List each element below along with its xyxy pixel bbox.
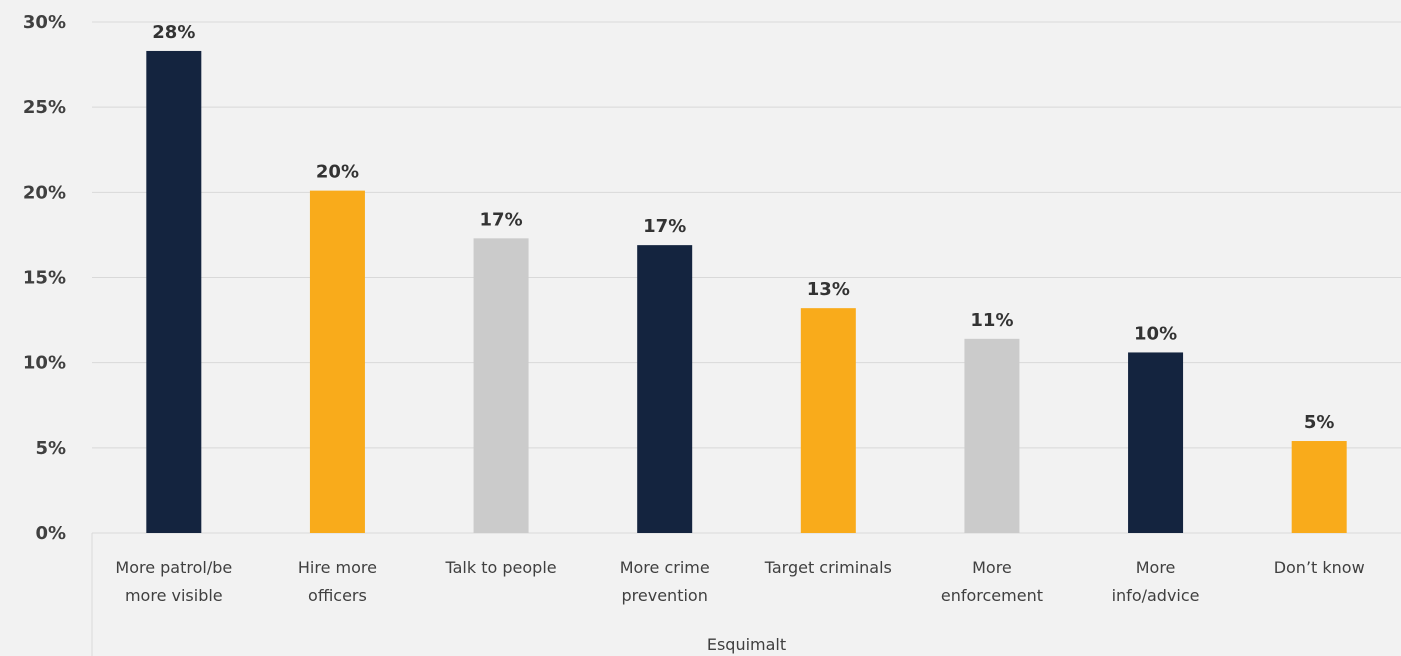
bar <box>473 238 529 533</box>
bar <box>800 308 856 533</box>
y-tick-label: 10% <box>23 353 66 374</box>
category-label: more visible <box>125 586 223 605</box>
data-label: 10% <box>1134 323 1177 344</box>
y-tick-label: 20% <box>23 182 66 203</box>
data-label: 17% <box>480 209 523 230</box>
bar <box>309 190 365 533</box>
category-label: prevention <box>622 586 708 605</box>
group-label: Esquimalt <box>707 635 786 654</box>
data-label: 17% <box>643 216 686 237</box>
data-label: 11% <box>970 310 1013 331</box>
category-label: More <box>972 558 1012 577</box>
category-label: enforcement <box>941 586 1043 605</box>
category-label: More <box>1136 558 1176 577</box>
y-tick-label: 15% <box>23 268 66 289</box>
category-label: officers <box>308 586 367 605</box>
category-label: Target criminals <box>764 558 892 577</box>
category-label: Hire more <box>298 558 377 577</box>
category-label: info/advice <box>1112 586 1200 605</box>
category-label: Don’t know <box>1274 558 1365 577</box>
data-label: 20% <box>316 162 359 183</box>
data-label: 5% <box>1304 412 1335 433</box>
data-label: 13% <box>807 279 850 300</box>
y-tick-label: 30% <box>23 12 66 33</box>
bar <box>964 338 1020 533</box>
category-label: Talk to people <box>445 558 557 577</box>
bar <box>1128 352 1184 533</box>
data-label: 28% <box>152 22 195 43</box>
category-label: More crime <box>620 558 710 577</box>
category-label: More patrol/be <box>115 558 232 577</box>
bar <box>1291 441 1347 533</box>
y-tick-label: 0% <box>35 523 66 544</box>
y-tick-label: 5% <box>35 438 66 459</box>
bar <box>146 50 202 533</box>
bar <box>637 245 693 534</box>
y-tick-label: 25% <box>23 97 66 118</box>
